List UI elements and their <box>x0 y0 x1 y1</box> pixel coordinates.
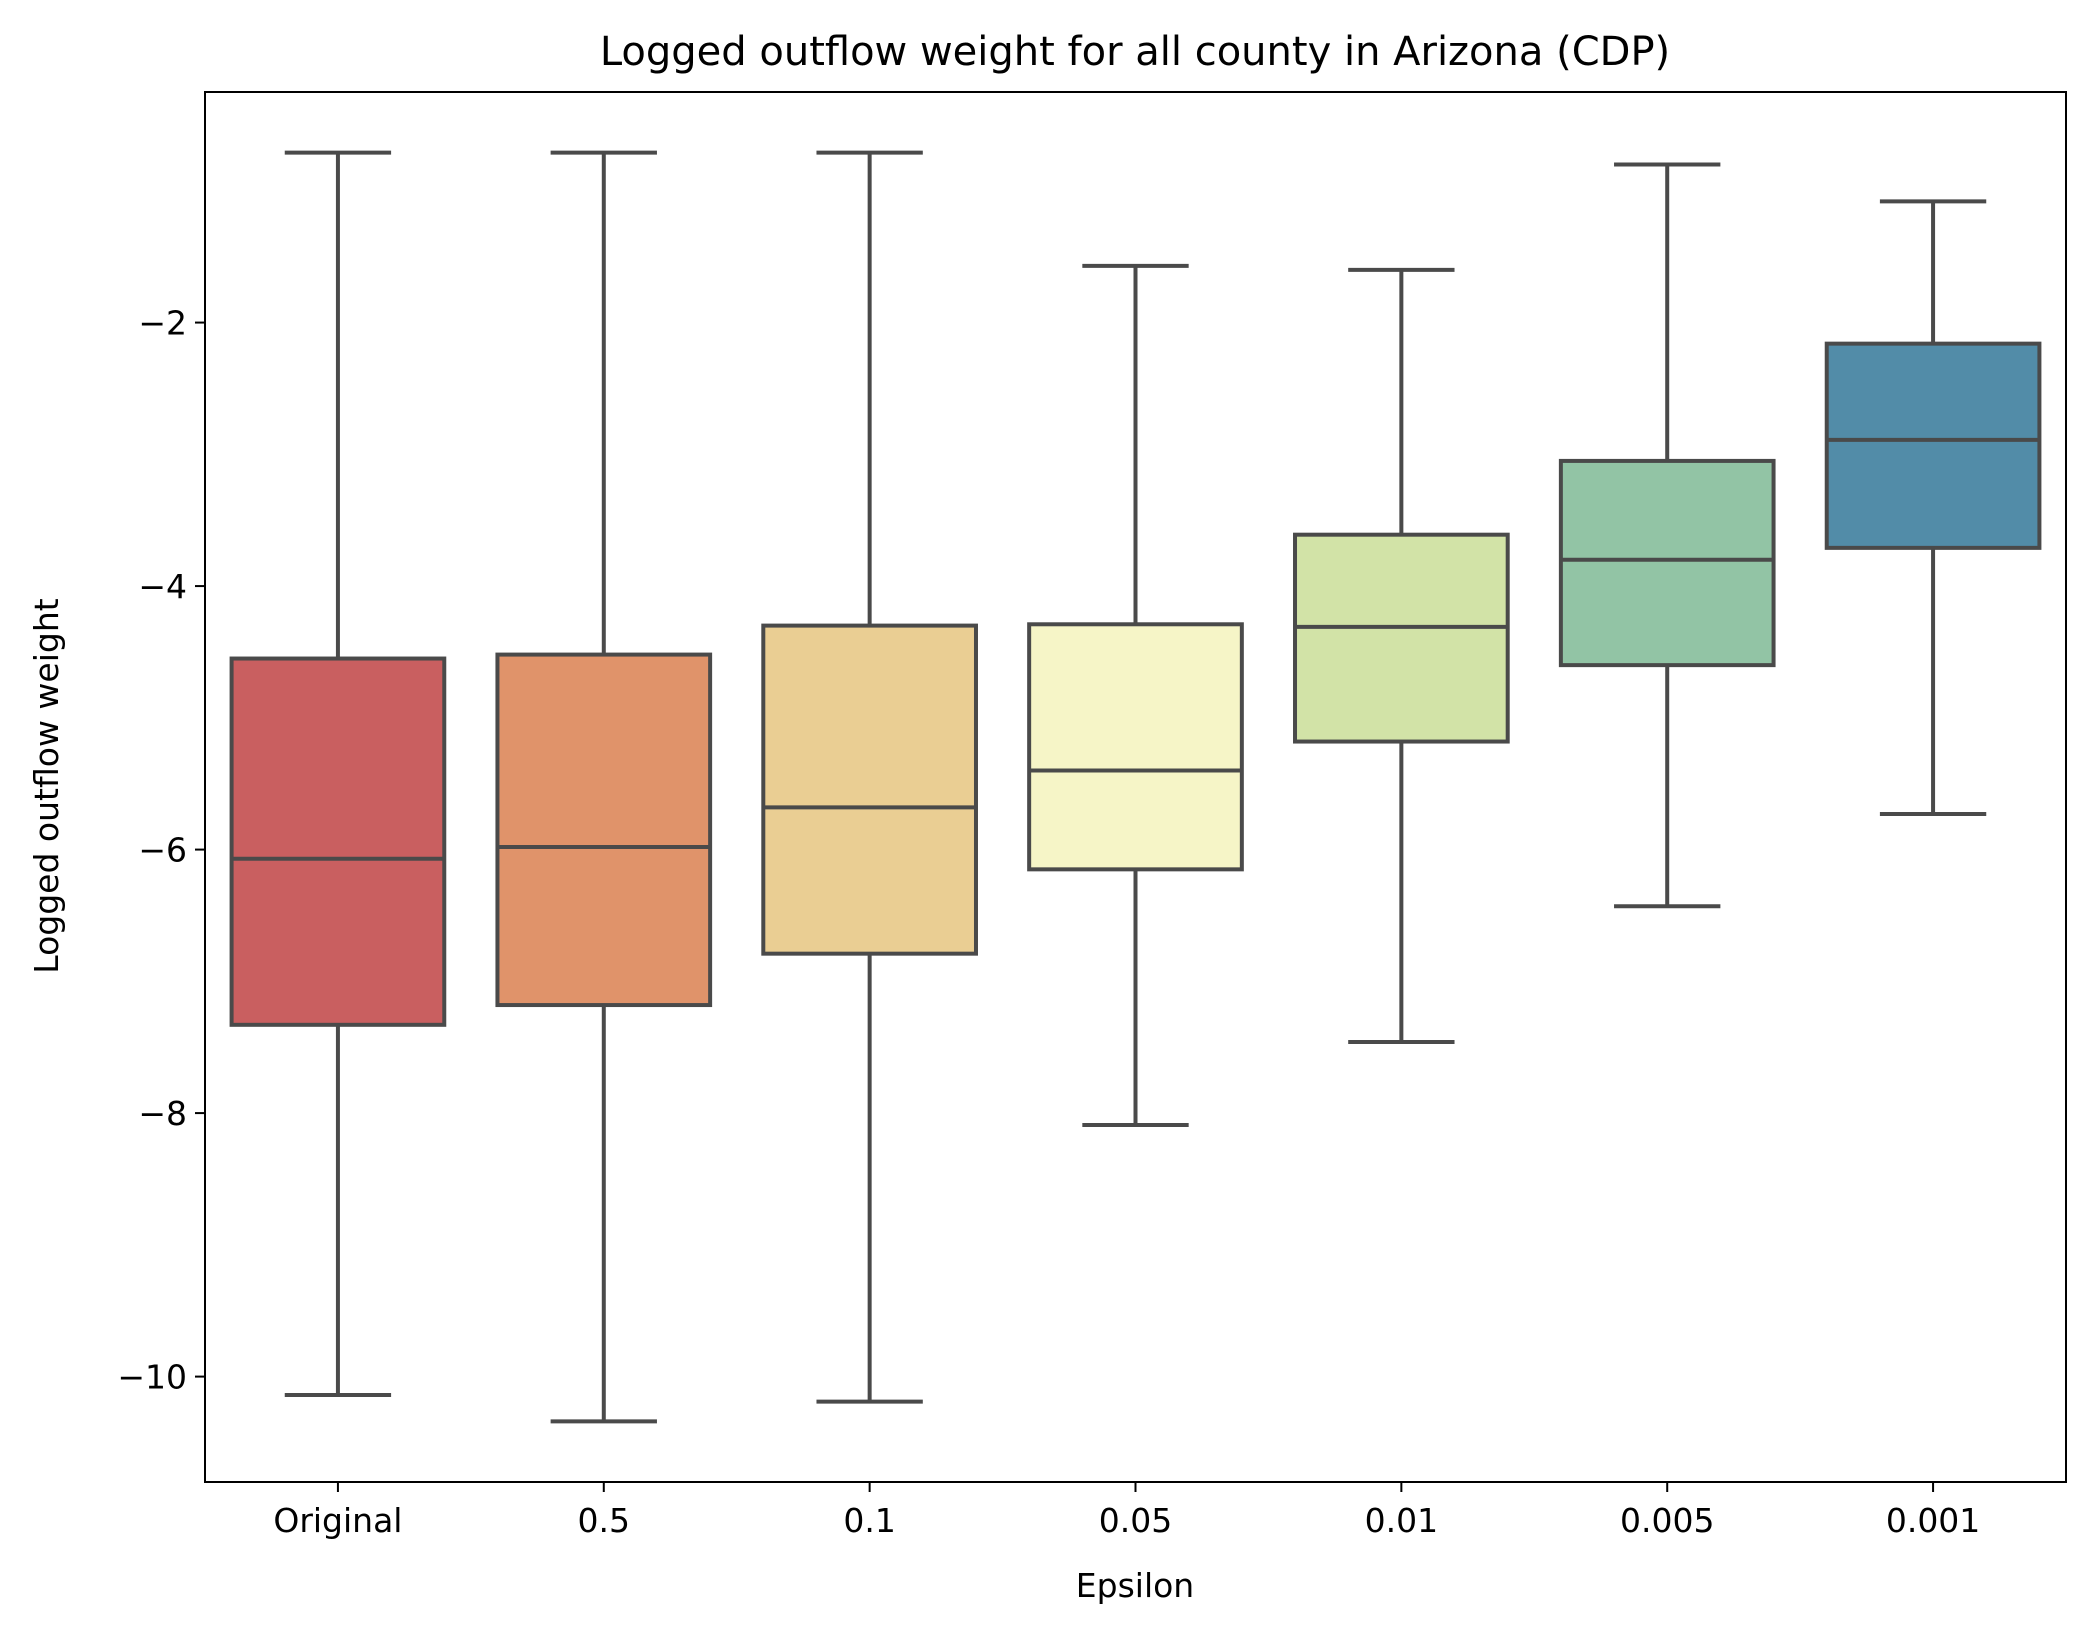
box-iqr <box>1027 622 1244 872</box>
y-tick-label: −6 <box>138 831 187 870</box>
y-tick-label: −10 <box>117 1358 187 1397</box>
plot-area: −2 −4 −6 −8 −10 Original 0.5 0.1 0.05 0.01 0.005 0.… <box>117 150 2042 1540</box>
y-tick-label: −2 <box>138 304 187 343</box>
chart-title: Logged outflow weight for all county in … <box>600 29 1670 75</box>
box-iqr <box>1824 341 2042 550</box>
x-tick-label: 0.05 <box>1099 1501 1172 1540</box>
x-tick-label: 0.1 <box>843 1501 895 1540</box>
box-iqr <box>1558 458 1776 668</box>
box-iqr <box>761 623 978 956</box>
x-axis-label: Epsilon <box>1076 1566 1194 1605</box>
x-tick-label: Original <box>273 1501 402 1540</box>
x-tick-label: 0.01 <box>1365 1501 1438 1540</box>
plot-frame <box>204 91 2067 1483</box>
y-axis-label: Logged outflow weight <box>27 598 66 973</box>
x-tick-label: 0.005 <box>1620 1501 1714 1540</box>
box-iqr <box>495 652 713 1008</box>
y-tick-label: −8 <box>138 1094 187 1133</box>
box-iqr <box>1293 532 1510 744</box>
y-tick-label: −4 <box>138 567 187 606</box>
box-iqr <box>229 656 447 1027</box>
x-tick-label: 0.001 <box>1886 1501 1980 1540</box>
x-tick-label: 0.5 <box>578 1501 630 1540</box>
